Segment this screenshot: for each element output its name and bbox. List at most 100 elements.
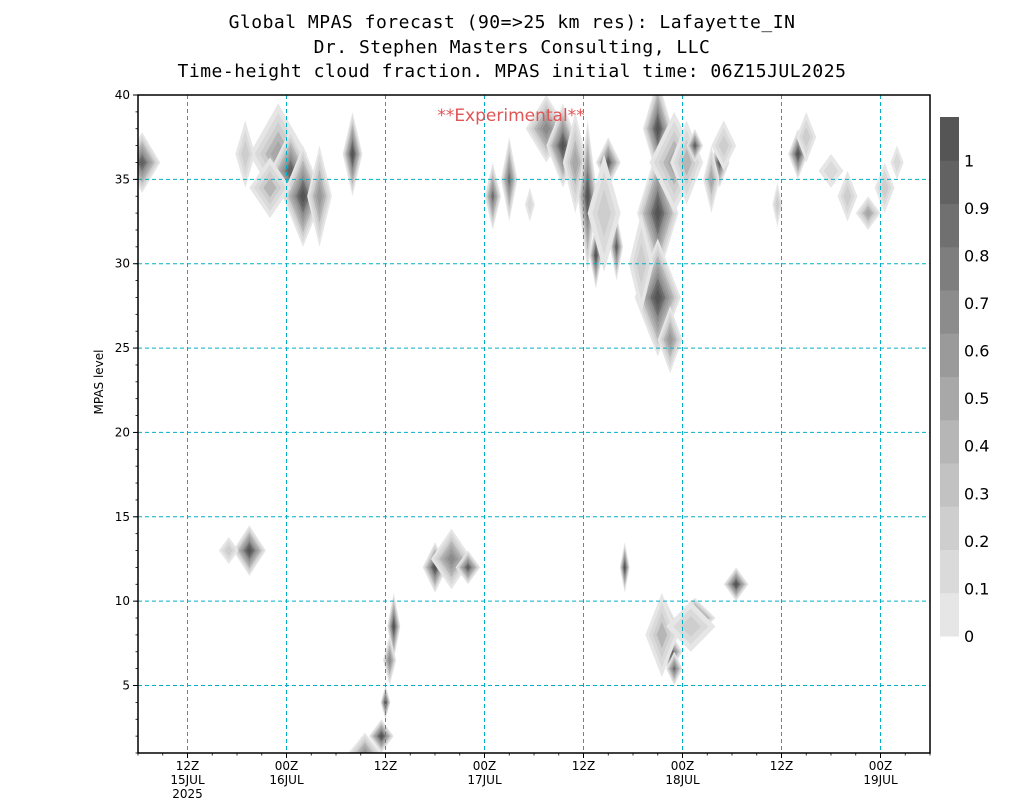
cloud-contour-7-9 (351, 148, 354, 160)
cloud-contour-34-2 (636, 242, 647, 285)
cloud-contour-18-7 (491, 190, 495, 202)
cloud-fraction-contours (138, 95, 904, 753)
cloud-contour-0-8 (139, 157, 145, 168)
colorbar-segment-7 (940, 290, 959, 334)
colorbar-segment-5 (940, 376, 959, 421)
colorbar-segment-10 (940, 160, 959, 204)
cloud-contour-31-9 (654, 289, 661, 306)
y-tick-label-30: 30 (115, 257, 130, 271)
cloud-contour-36-8 (693, 143, 697, 149)
colorbar-label-5: 0.5 (964, 389, 989, 408)
cloud-contour-52-3 (656, 621, 668, 649)
y-tick-label-15: 15 (115, 510, 130, 524)
colorbar-label-1: 0.1 (964, 579, 989, 598)
x-tick-year-6: 2025 (172, 787, 203, 800)
colorbar-segment-1 (940, 549, 959, 594)
cloud-contour-5-5 (316, 185, 323, 208)
x-tick-label-78: 12Z (770, 759, 794, 773)
cloud-contour-39-2 (718, 135, 729, 157)
cloud-contour-21-6 (542, 122, 551, 136)
x-tick-label-66: 00Z (671, 759, 695, 773)
cloud-contour-28-2 (597, 188, 611, 238)
colorbar-label-0: 0 (964, 627, 974, 646)
cloud-contour-17-5 (361, 748, 369, 753)
cloud-contour-26-8 (606, 158, 611, 167)
cloud-contour-48-9 (624, 564, 626, 571)
colorbar-segment-4 (940, 419, 959, 464)
cloud-contour-55-9 (734, 582, 738, 587)
cloud-contour-9-2 (224, 544, 233, 557)
y-tick-label-10: 10 (115, 594, 130, 608)
cloud-contour-13-9 (392, 621, 395, 632)
y-tick-label-35: 35 (115, 172, 130, 186)
cloud-contour-30-9 (654, 204, 661, 223)
colorbar-label-9: 0.9 (964, 199, 989, 218)
cloud-contour-51-7 (672, 665, 676, 672)
y-tick-label-25: 25 (115, 341, 130, 355)
cloud-contour-20-1 (526, 194, 533, 215)
cloud-contour-44-2 (843, 185, 852, 207)
cloud-contour-4-3 (263, 178, 277, 198)
y-axis-label: MPAS level (92, 350, 106, 415)
cloud-contour-42-2 (802, 126, 811, 148)
cloud-contour-46-2 (880, 177, 889, 199)
cloud-contour-38-4 (709, 170, 714, 189)
x-tick-label-54: 12Z (572, 759, 596, 773)
colorbar-segment-3 (940, 463, 959, 507)
experimental-watermark: **Experimental** (437, 106, 584, 126)
x-tick-date-42: 17JUL (467, 773, 502, 787)
cloud-contour-16-9 (379, 733, 384, 739)
colorbar-label-6: 0.6 (964, 342, 989, 361)
cloud-contour-3-9 (300, 189, 306, 204)
colorbar-segment-11 (940, 117, 959, 161)
x-tick-date-18: 16JUL (269, 773, 304, 787)
colorbar-label-2: 0.2 (964, 532, 989, 551)
cloud-contour-11-6 (447, 553, 456, 565)
x-tick-date-6: 15JUL (170, 773, 205, 787)
cloud-contour-15-9 (384, 700, 387, 705)
colorbar-segment-0 (940, 592, 959, 637)
colorbar-segment-2 (940, 506, 959, 550)
x-tick-label-42: 00Z (473, 759, 497, 773)
cloud-contour-41-9 (796, 150, 800, 158)
colorbar-segment-9 (940, 203, 959, 248)
colorbar-label-4: 0.4 (964, 437, 989, 456)
x-tick-label-6: 12Z (176, 759, 200, 773)
colorbar-segment-6 (940, 333, 959, 377)
cloud-contour-35-3 (681, 149, 692, 176)
cloud-contour-6-2 (241, 140, 250, 168)
colorbar-label-8: 0.8 (964, 246, 989, 265)
grid-lines (138, 95, 930, 753)
chart-title-line-2: Dr. Stephen Masters Consulting, LLC (313, 37, 711, 58)
cloud-contour-24-9 (586, 186, 589, 207)
colorbar-label-10: 1 (964, 151, 974, 170)
x-tick-label-18: 00Z (275, 759, 299, 773)
chart-title-line-3: Time-height cloud fraction. MPAS initial… (177, 61, 847, 82)
cloud-contour-45-4 (864, 208, 872, 218)
cloud-contour-12-8 (466, 564, 470, 570)
chart-title-line-1: Global MPAS forecast (90=>25 km res): La… (228, 12, 796, 33)
x-tick-label-30: 12Z (374, 759, 398, 773)
x-tick-label-90: 00Z (869, 759, 893, 773)
cloud-contour-22-9 (560, 139, 566, 152)
y-axis-ticks: 5 10 15 20 25 30 35 40 (115, 88, 138, 754)
cloud-contour-47-1 (893, 152, 901, 173)
colorbar-segment-8 (940, 246, 959, 291)
cloud-contour-27-8 (615, 241, 618, 252)
cloud-contour-43-1 (823, 161, 839, 181)
cloud-contour-23-4 (572, 149, 579, 176)
cloud-contour-29-9 (655, 121, 660, 136)
y-tick-label-20: 20 (115, 425, 130, 439)
colorbar-legend: 0 0.1 0.2 0.3 0.4 0.5 0.6 0.7 0.8 0.9 1 (940, 117, 989, 646)
cloud-contour-10-9 (433, 564, 437, 571)
y-tick-label-40: 40 (115, 88, 130, 102)
cloud-contour-8-9 (247, 547, 252, 554)
x-tick-date-66: 18JUL (665, 773, 700, 787)
cloud-contour-40-2 (775, 195, 780, 214)
cloud-contour-32-5 (667, 332, 673, 348)
colorbar-label-7: 0.7 (964, 294, 989, 313)
cloud-contour-54-2 (680, 616, 701, 637)
colorbar-label-3: 0.3 (964, 484, 989, 503)
